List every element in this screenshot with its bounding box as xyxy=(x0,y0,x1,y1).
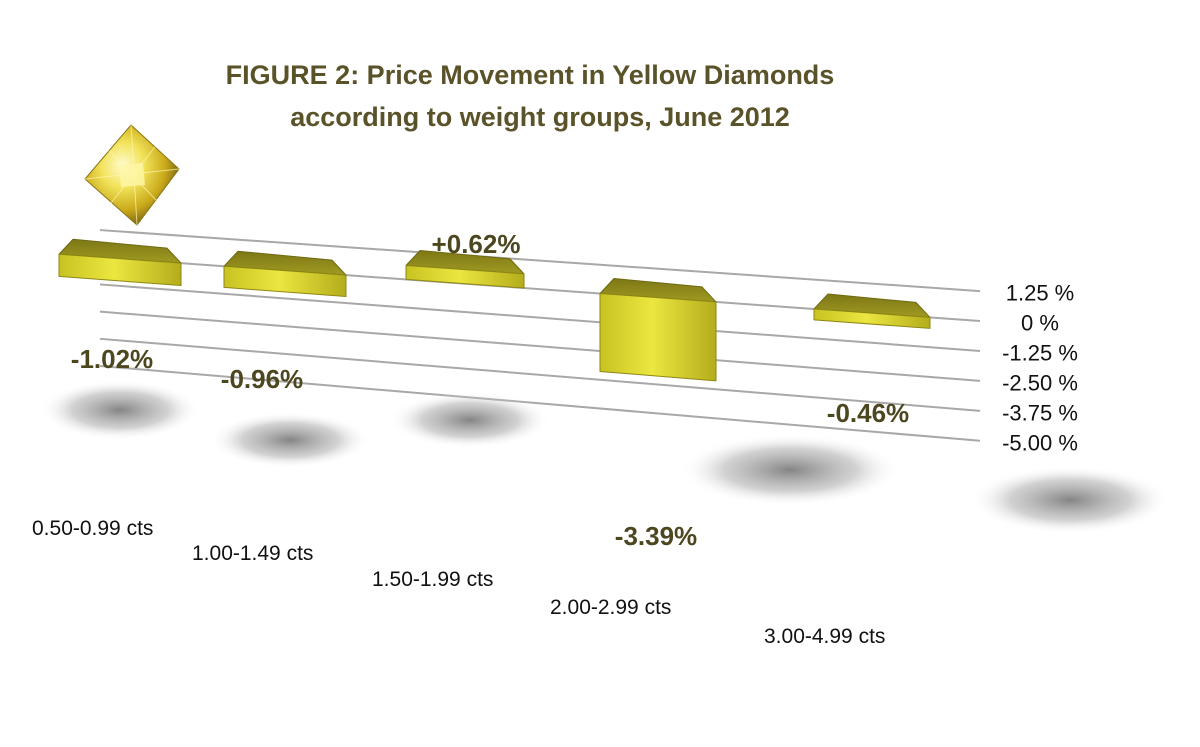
y-tick-label: -3.75 % xyxy=(1002,401,1078,426)
bar-shadow xyxy=(210,412,370,468)
bar-shadows xyxy=(40,380,1170,534)
data-label: +0.62% xyxy=(432,229,521,259)
gridline xyxy=(99,337,981,412)
bar xyxy=(58,253,182,287)
y-tick-label: -2.50 % xyxy=(1002,371,1078,396)
bars xyxy=(58,238,931,382)
bar-shadow xyxy=(680,434,900,506)
bar xyxy=(599,293,717,382)
category-label: 0.50-0.99 cts xyxy=(32,517,153,540)
bar xyxy=(223,265,347,298)
bar xyxy=(405,264,525,289)
y-tick-label: 1.25 % xyxy=(1006,281,1075,306)
chart-subtitle: according to weight groups, June 2012 xyxy=(290,102,790,132)
data-label: -0.46% xyxy=(827,398,909,428)
bar xyxy=(813,308,931,329)
y-tick-label: 0 % xyxy=(1021,311,1059,336)
y-tick-label: -5.00 % xyxy=(1002,431,1078,456)
category-label: 1.50-1.99 cts xyxy=(372,568,493,591)
gridline xyxy=(99,229,981,293)
category-label: 3.00-4.99 cts xyxy=(764,625,885,648)
gridline xyxy=(99,310,981,382)
gridline xyxy=(99,283,981,352)
data-label: -3.39% xyxy=(615,521,697,551)
category-label: 2.00-2.99 cts xyxy=(550,596,671,619)
data-label: -1.02% xyxy=(71,344,153,374)
gridline xyxy=(99,365,981,442)
yellow-diamond-icon xyxy=(84,124,180,226)
chart-title: FIGURE 2: Price Movement in Yellow Diamo… xyxy=(226,60,835,90)
category-label: 1.00-1.49 cts xyxy=(192,542,313,565)
bar-shadow xyxy=(40,380,200,440)
bar-shadow xyxy=(970,466,1170,534)
bar-shadow xyxy=(390,392,550,448)
labels: 1.25 % 0 % -1.25 % -2.50 % -3.75 % -5.00 % -1.… xyxy=(32,229,1078,648)
data-label: -0.96% xyxy=(221,364,303,394)
y-tick-label: -1.25 % xyxy=(1002,341,1078,366)
